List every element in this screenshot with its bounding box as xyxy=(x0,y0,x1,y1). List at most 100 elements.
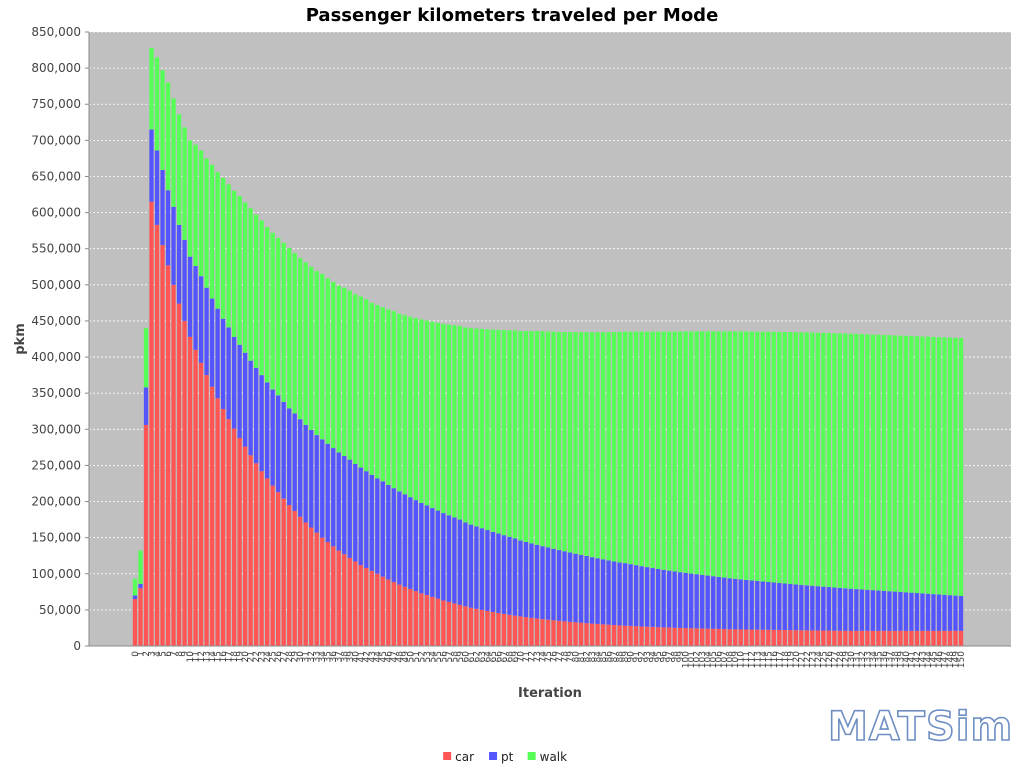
bar-pt xyxy=(386,484,391,580)
bar-pt xyxy=(903,592,909,631)
bar-pt xyxy=(832,587,837,631)
bar-car xyxy=(881,630,887,646)
x-tick-label: 47 xyxy=(390,651,400,662)
bar-walk xyxy=(892,335,898,592)
bar-pt xyxy=(628,564,633,626)
bar-pt xyxy=(870,590,876,631)
bar-walk xyxy=(336,285,341,453)
x-tick-label: 104 xyxy=(704,651,714,668)
x-tick-label: 149 xyxy=(951,651,961,668)
bar-car xyxy=(551,620,556,646)
x-tick-label: 133 xyxy=(863,651,873,668)
bar-car xyxy=(138,588,143,646)
bar-car xyxy=(347,557,352,646)
bar-car xyxy=(898,630,903,646)
bar-car xyxy=(413,591,418,646)
bar-pt xyxy=(898,591,903,631)
bar-car xyxy=(231,428,237,646)
bar-car xyxy=(408,588,413,646)
bar-car xyxy=(446,601,452,646)
bar-car xyxy=(485,610,490,646)
x-tick-label: 8 xyxy=(175,651,185,657)
bar-pt xyxy=(391,488,396,583)
bar-pt xyxy=(320,439,325,538)
bar-pt xyxy=(925,593,931,631)
bar-car xyxy=(336,550,341,646)
bar-car xyxy=(320,537,325,646)
bar-car xyxy=(220,409,226,646)
bar-walk xyxy=(369,302,374,475)
bar-walk xyxy=(523,331,529,542)
x-tick-label: 11 xyxy=(192,651,202,662)
bar-car xyxy=(793,630,798,646)
bar-walk xyxy=(419,319,424,503)
x-tick-label: 39 xyxy=(346,651,356,663)
x-tick-label: 71 xyxy=(522,651,532,662)
bar-car xyxy=(452,603,457,646)
x-tick-label: 20 xyxy=(241,651,251,663)
bar-walk xyxy=(639,331,644,567)
y-tick-label: 650,000 xyxy=(31,169,81,183)
bar-car xyxy=(573,622,578,646)
bar-walk xyxy=(309,266,314,431)
bar-walk xyxy=(248,208,253,361)
bar-pt xyxy=(947,595,953,631)
bar-pt xyxy=(198,276,204,363)
x-tick-label: 10 xyxy=(186,651,196,663)
x-tick-label: 95 xyxy=(654,651,664,662)
x-tick-label: 120 xyxy=(792,651,802,668)
bar-walk xyxy=(215,172,220,309)
bar-pt xyxy=(375,478,380,574)
bar-car xyxy=(556,620,562,646)
bar-car xyxy=(942,630,947,646)
bar-car xyxy=(777,629,782,646)
bar-pt xyxy=(457,519,463,605)
x-tick-label: 99 xyxy=(676,651,686,663)
bar-walk xyxy=(468,328,474,525)
bar-car xyxy=(810,630,815,646)
bar-car xyxy=(237,437,242,646)
y-tick-label: 450,000 xyxy=(31,314,81,328)
bar-pt xyxy=(441,513,446,601)
bar-pt xyxy=(595,558,600,624)
bar-pt xyxy=(265,382,270,479)
bar-pt xyxy=(843,588,848,631)
bar-car xyxy=(722,629,727,646)
x-tick-label: 136 xyxy=(880,651,890,668)
x-tick-label: 91 xyxy=(632,651,642,662)
x-tick-label: 54 xyxy=(428,651,438,663)
bar-car xyxy=(457,604,463,646)
bar-pt xyxy=(694,574,699,629)
x-tick-label: 93 xyxy=(643,651,653,662)
y-tick-label: 700,000 xyxy=(31,133,81,147)
x-tick-label: 26 xyxy=(274,651,284,663)
bar-walk xyxy=(209,164,215,299)
bar-car xyxy=(716,628,721,646)
bar-car xyxy=(545,619,551,646)
bar-walk xyxy=(573,332,578,554)
bar-car xyxy=(920,630,925,646)
bar-car xyxy=(903,630,909,646)
bar-car xyxy=(193,349,198,646)
bar-car xyxy=(611,625,617,646)
y-tick-label: 400,000 xyxy=(31,350,81,364)
x-tick-label: 73 xyxy=(533,651,543,662)
bar-pt xyxy=(678,572,683,628)
bar-pt xyxy=(799,584,804,631)
bar-walk xyxy=(903,335,909,593)
bar-pt xyxy=(766,581,771,630)
bar-walk xyxy=(375,305,380,479)
bar-pt xyxy=(430,508,435,597)
bar-pt xyxy=(182,240,187,321)
bar-car xyxy=(490,612,496,646)
bar-walk xyxy=(865,334,870,590)
x-tick-label: 134 xyxy=(869,651,879,668)
bar-car xyxy=(567,621,573,646)
bar-walk xyxy=(358,296,363,468)
bar-pt xyxy=(435,510,441,599)
bar-walk xyxy=(463,327,468,523)
x-tick-label: 146 xyxy=(935,651,945,668)
bar-car xyxy=(424,595,430,646)
bar-pt xyxy=(760,581,765,630)
x-tick-label: 38 xyxy=(340,651,350,663)
